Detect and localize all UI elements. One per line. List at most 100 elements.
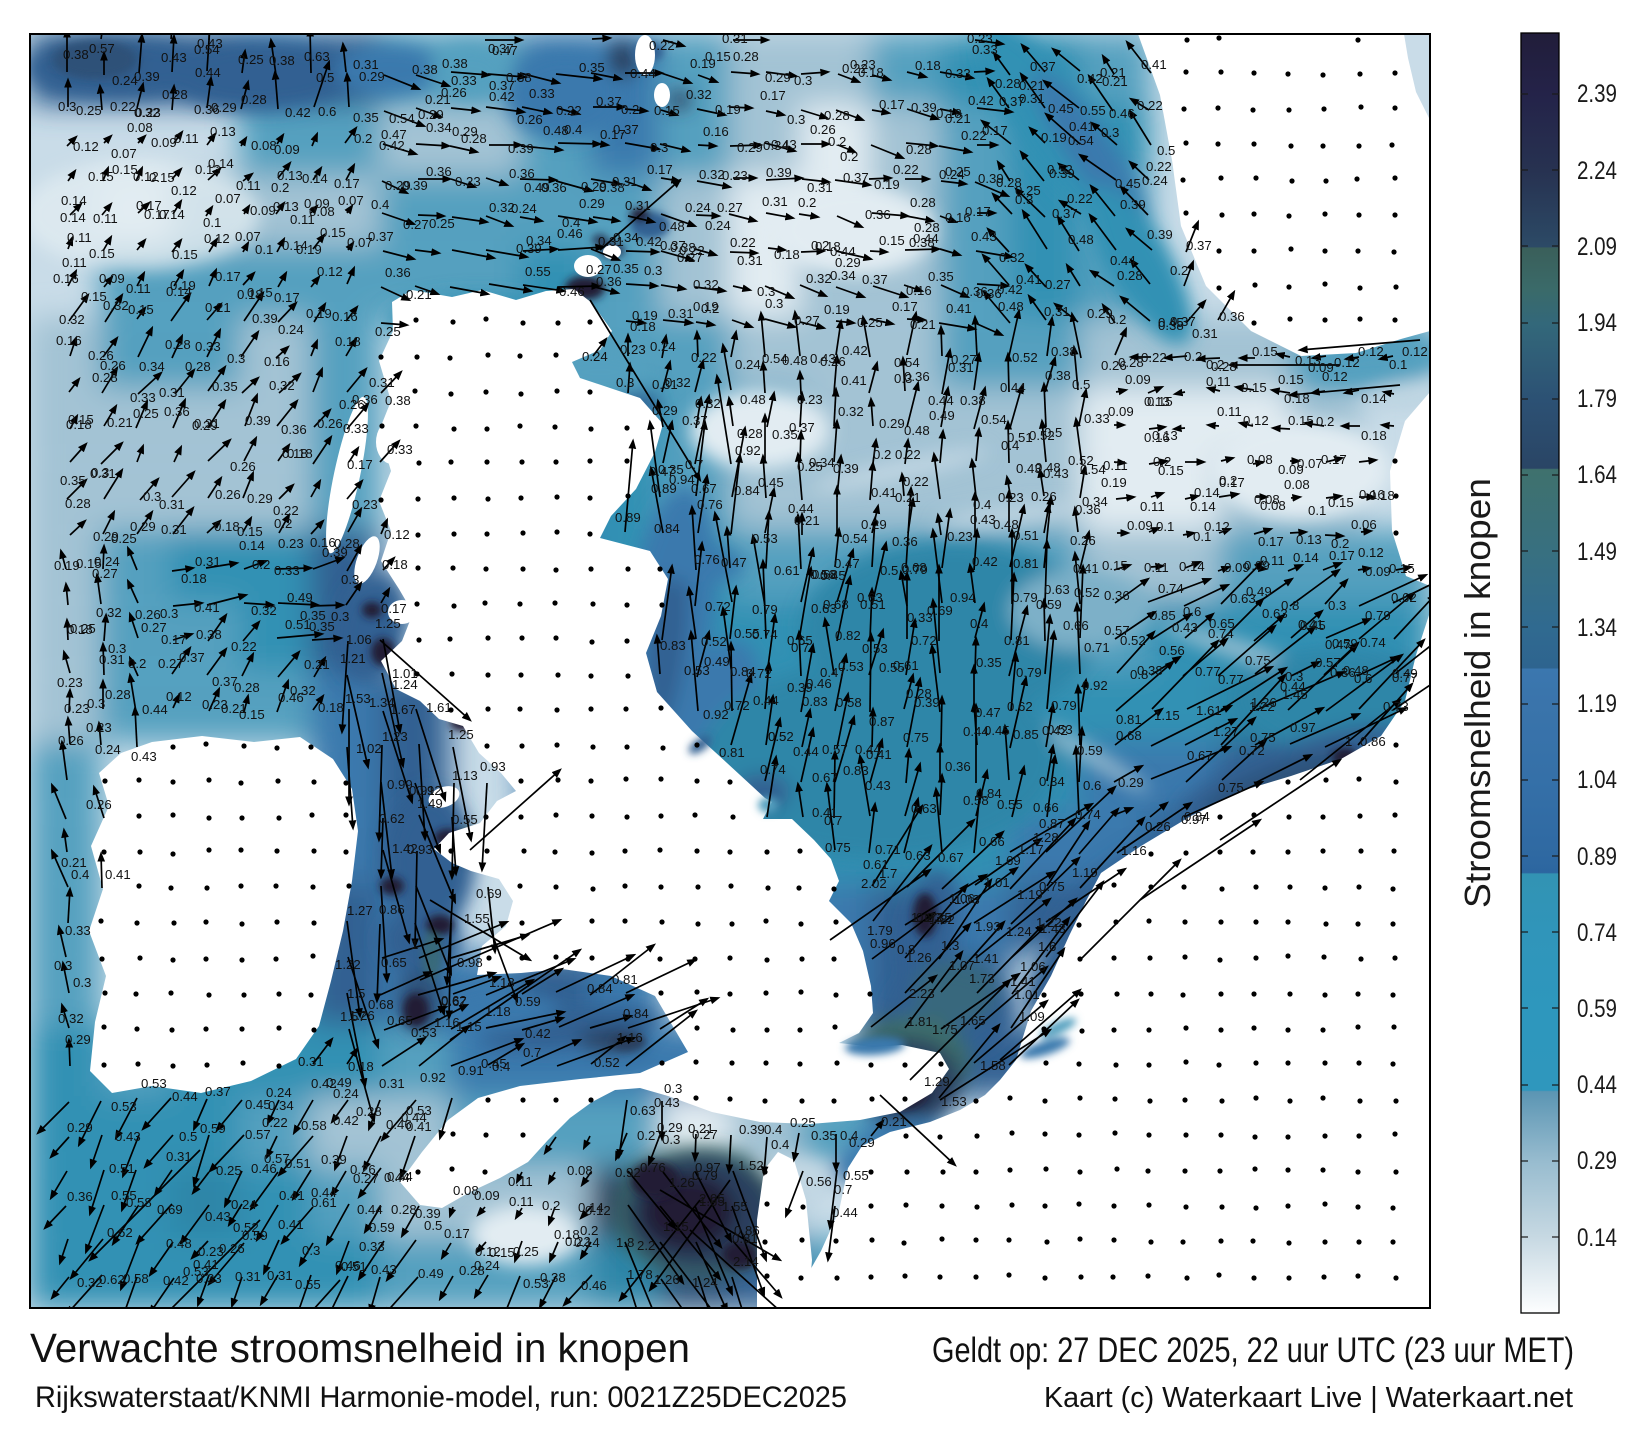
svg-text:0.44: 0.44 (357, 1202, 383, 1217)
svg-text:0.14: 0.14 (1577, 1224, 1617, 1252)
svg-text:0.96: 0.96 (870, 936, 896, 951)
svg-text:0.55: 0.55 (997, 797, 1023, 812)
svg-text:0.34: 0.34 (763, 138, 789, 153)
svg-text:0.84: 0.84 (623, 1006, 649, 1021)
svg-text:0.55: 0.55 (879, 660, 905, 675)
svg-text:1.3: 1.3 (941, 938, 959, 953)
svg-text:0.19: 0.19 (715, 102, 741, 117)
svg-text:0.29: 0.29 (581, 179, 607, 194)
svg-text:2.05: 2.05 (699, 1191, 725, 1206)
svg-text:0.74: 0.74 (1577, 919, 1617, 947)
svg-text:0.23: 0.23 (967, 31, 993, 46)
svg-text:0.61: 0.61 (774, 563, 800, 578)
svg-text:0.48: 0.48 (740, 392, 766, 407)
svg-text:2.23: 2.23 (909, 986, 935, 1001)
svg-text:0.38: 0.38 (599, 180, 625, 195)
svg-text:0.63: 0.63 (1230, 591, 1256, 606)
svg-text:0.29: 0.29 (359, 69, 385, 84)
svg-text:1.78: 1.78 (627, 1267, 653, 1282)
svg-text:0.43: 0.43 (654, 1095, 680, 1110)
svg-text:0.8: 0.8 (1130, 667, 1148, 682)
svg-text:1.17: 1.17 (911, 910, 937, 925)
svg-text:0.83: 0.83 (916, 910, 942, 925)
svg-text:0.38: 0.38 (670, 240, 696, 255)
svg-text:0.28: 0.28 (914, 220, 940, 235)
svg-text:1.06: 1.06 (949, 891, 975, 906)
svg-text:0.19: 0.19 (1041, 130, 1067, 145)
svg-text:0.74: 0.74 (1158, 581, 1184, 596)
svg-text:1.01: 1.01 (392, 666, 418, 681)
svg-text:0.81: 0.81 (1013, 556, 1039, 571)
svg-text:0.13: 0.13 (277, 168, 303, 183)
svg-text:0.32: 0.32 (695, 396, 721, 411)
svg-text:0.25: 0.25 (797, 459, 823, 474)
svg-text:0.45: 0.45 (1300, 618, 1326, 633)
svg-text:0.77: 0.77 (1218, 672, 1244, 687)
svg-text:0.11: 0.11 (508, 1174, 533, 1189)
svg-text:0.21: 0.21 (205, 300, 231, 315)
svg-text:0.72: 0.72 (724, 698, 750, 713)
svg-text:0.41: 0.41 (193, 1257, 219, 1272)
svg-text:0.26: 0.26 (339, 397, 365, 412)
svg-text:0.39: 0.39 (516, 241, 542, 256)
svg-text:0.81: 0.81 (612, 972, 638, 987)
svg-text:0.34: 0.34 (1039, 774, 1065, 789)
svg-text:0.68: 0.68 (823, 597, 849, 612)
svg-text:0.66: 0.66 (979, 834, 1005, 849)
svg-text:0.28: 0.28 (92, 370, 118, 385)
svg-text:0.3: 0.3 (664, 1081, 682, 1096)
svg-text:0.55: 0.55 (452, 812, 478, 827)
svg-text:0.58: 0.58 (301, 1118, 327, 1133)
svg-text:0.53: 0.53 (411, 1025, 437, 1040)
svg-text:0.29: 0.29 (247, 491, 273, 506)
svg-text:0.42: 0.42 (997, 282, 1023, 297)
svg-text:0.41: 0.41 (1073, 561, 1099, 576)
svg-text:0.3: 0.3 (794, 73, 812, 88)
svg-text:0.11: 0.11 (1140, 499, 1165, 514)
svg-text:1.65: 1.65 (960, 1013, 986, 1028)
svg-text:0.43: 0.43 (970, 512, 996, 527)
svg-text:0.5: 0.5 (1072, 377, 1090, 392)
svg-text:0.09: 0.09 (250, 203, 276, 218)
svg-text:0.22: 0.22 (895, 447, 921, 462)
svg-text:0.4: 0.4 (71, 867, 89, 882)
svg-text:0.31: 0.31 (353, 57, 379, 72)
svg-text:0.2: 0.2 (1184, 349, 1202, 364)
svg-text:0.76: 0.76 (697, 497, 723, 512)
svg-text:0.32: 0.32 (251, 603, 277, 618)
svg-text:0.53: 0.53 (141, 1076, 167, 1091)
svg-text:0.38: 0.38 (196, 627, 222, 642)
svg-text:0.39: 0.39 (322, 545, 348, 560)
svg-text:0.2: 0.2 (1170, 263, 1188, 278)
svg-text:0.18: 0.18 (815, 239, 841, 254)
svg-text:0.36: 0.36 (426, 164, 452, 179)
svg-text:0.18: 0.18 (554, 1227, 580, 1242)
svg-text:0.58: 0.58 (836, 695, 862, 710)
svg-text:0.53: 0.53 (1047, 722, 1073, 737)
svg-text:0.79: 0.79 (1012, 590, 1038, 605)
svg-text:0.32: 0.32 (269, 378, 295, 393)
svg-text:1.25: 1.25 (448, 727, 474, 742)
svg-text:0.15: 0.15 (112, 162, 138, 177)
svg-text:1.22: 1.22 (1249, 699, 1275, 714)
svg-text:1.34: 1.34 (1577, 614, 1617, 642)
svg-text:0.25: 0.25 (70, 621, 96, 636)
svg-text:1.82: 1.82 (929, 912, 955, 927)
svg-text:0.11: 0.11 (174, 131, 199, 146)
svg-text:0.57: 0.57 (245, 1127, 271, 1142)
svg-text:0.48: 0.48 (166, 1236, 192, 1251)
svg-text:0.11: 0.11 (126, 281, 151, 296)
svg-text:0.33: 0.33 (907, 610, 933, 625)
svg-text:0.42: 0.42 (1077, 71, 1103, 86)
svg-text:0.48: 0.48 (1068, 232, 1094, 247)
svg-text:0.59: 0.59 (1577, 995, 1617, 1023)
svg-text:0.5: 0.5 (1157, 143, 1175, 158)
svg-text:0.19: 0.19 (874, 177, 900, 192)
svg-text:0.16: 0.16 (310, 535, 336, 550)
svg-text:0.2: 0.2 (798, 195, 816, 210)
svg-text:0.2: 0.2 (252, 557, 270, 572)
svg-text:1.28: 1.28 (1033, 830, 1059, 845)
svg-text:0.11: 0.11 (1260, 553, 1285, 568)
svg-text:0.3: 0.3 (1015, 192, 1033, 207)
svg-text:0.12: 0.12 (1322, 369, 1348, 384)
